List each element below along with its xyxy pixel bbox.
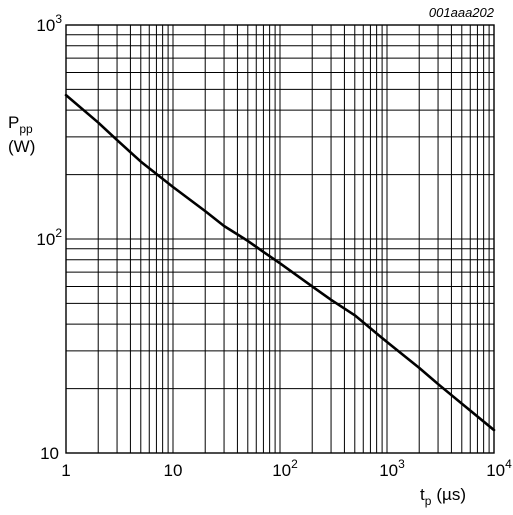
y-tick-label: 103 <box>36 12 62 35</box>
y-axis-label: Ppp <box>8 113 33 136</box>
y-axis-label-subscript: pp <box>19 122 33 136</box>
x-tick-label: 104 <box>486 457 512 480</box>
figure-code: 001aaa202 <box>429 5 495 20</box>
x-axis-label: tp (µs) <box>420 485 466 508</box>
y-axis-label-main: P <box>8 113 19 132</box>
x-tick-label: 102 <box>272 457 298 480</box>
series-line <box>64 93 496 432</box>
x-tick-label: 103 <box>379 457 405 480</box>
x-axis-label-main: t <box>420 485 425 504</box>
x-axis-label-subscript: p <box>425 494 432 508</box>
x-tick-label: 1 <box>61 461 70 480</box>
y-tick-label: 102 <box>36 226 62 249</box>
x-tick-label: 10 <box>164 461 183 480</box>
y-axis-unit: (W) <box>8 137 35 156</box>
y-tick-label: 10 <box>40 444 59 463</box>
grid <box>66 25 494 453</box>
series-layer <box>64 93 496 432</box>
plot-frame <box>65 24 495 454</box>
x-axis-label-unit: (µs) <box>436 485 466 504</box>
